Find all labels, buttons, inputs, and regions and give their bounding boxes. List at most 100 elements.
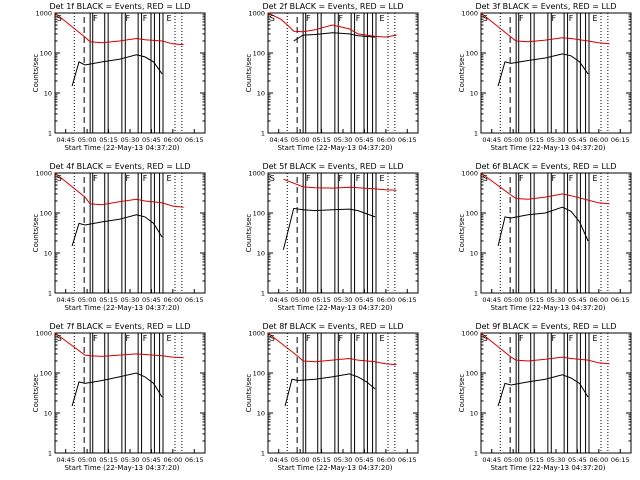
segment-marker: S	[483, 14, 488, 23]
y-tick-label: 10	[44, 90, 52, 98]
x-tick-label: 05:45	[568, 136, 587, 144]
x-tick-label: 04:45	[56, 456, 75, 464]
segment-marker: F	[93, 334, 98, 343]
segment-marker: S	[57, 334, 62, 343]
x-axis-label: Start Time (22-May-13 04:37:20)	[490, 464, 605, 472]
chart-panel: Det 1f BLACK = Events, RED = LLD 1 10 100 10…	[32, 2, 206, 152]
x-tick-label: 05:00	[504, 136, 523, 144]
events-series-line	[497, 53, 589, 87]
y-axis-label: Counts/sec	[458, 214, 466, 253]
segment-marker: S	[57, 14, 62, 23]
x-tick-label: 05:00	[291, 456, 310, 464]
y-axis-label: Counts/sec	[32, 54, 40, 93]
lld-series-line	[480, 12, 610, 45]
y-tick-label: 1	[48, 290, 52, 298]
x-tick-label: 05:45	[355, 136, 374, 144]
segment-marker: F	[143, 14, 148, 23]
x-tick-label: 06:15	[398, 456, 417, 464]
chart-panel: Det 5f BLACK = Events, RED = LLD 1 10 100 10…	[245, 162, 419, 312]
y-tick-label: 1000	[35, 330, 52, 338]
x-tick-label: 05:00	[291, 136, 310, 144]
x-tick-label: 05:45	[142, 296, 161, 304]
x-tick-label: 06:15	[398, 136, 417, 144]
segment-marker: F	[306, 174, 311, 183]
x-tick-label: 04:45	[269, 456, 288, 464]
segment-marker: F	[519, 174, 524, 183]
x-axis-label: Start Time (22-May-13 04:37:20)	[277, 304, 392, 312]
segment-marker: S	[270, 14, 275, 23]
segment-marker: F	[356, 334, 361, 343]
x-tick-label: 05:30	[121, 296, 140, 304]
segment-marker: F	[143, 334, 148, 343]
segment-marker: F	[519, 334, 524, 343]
x-axis-label: Start Time (22-May-13 04:37:20)	[490, 144, 605, 152]
x-axis-label: Start Time (22-May-13 04:37:20)	[277, 144, 392, 152]
x-axis-label: Start Time (22-May-13 04:37:20)	[277, 464, 392, 472]
x-tick-label: 05:30	[547, 136, 566, 144]
x-tick-label: 05:15	[99, 456, 118, 464]
y-tick-label: 1	[48, 130, 52, 138]
segment-marker: E	[379, 334, 384, 343]
x-tick-label: 06:15	[398, 296, 417, 304]
segment-marker: E	[166, 334, 171, 343]
x-axis-label: Start Time (22-May-13 04:37:20)	[64, 144, 179, 152]
y-tick-label: 1	[261, 450, 265, 458]
segment-marker: F	[569, 14, 574, 23]
x-tick-label: 06:00	[589, 296, 608, 304]
x-tick-label: 06:00	[376, 456, 395, 464]
x-tick-label: 06:00	[376, 136, 395, 144]
x-tick-label: 05:00	[78, 136, 97, 144]
chart-title: Det 1f BLACK = Events, RED = LLD	[49, 2, 190, 11]
x-tick-label: 05:00	[78, 456, 97, 464]
y-tick-label: 1000	[248, 170, 265, 178]
y-tick-label: 1	[474, 130, 478, 138]
y-axis-label: Counts/sec	[245, 374, 253, 413]
x-axis-label: Start Time (22-May-13 04:37:20)	[64, 304, 179, 312]
chart-title: Det 9f BLACK = Events, RED = LLD	[475, 322, 616, 331]
lld-series-line	[267, 332, 397, 366]
y-tick-label: 1	[48, 450, 52, 458]
lld-series-line	[480, 172, 610, 205]
y-tick-label: 10	[470, 250, 478, 258]
y-tick-label: 1000	[461, 330, 478, 338]
segment-marker: S	[270, 334, 275, 343]
x-tick-label: 05:30	[334, 136, 353, 144]
y-tick-label: 1	[474, 450, 478, 458]
segment-marker: E	[592, 174, 597, 183]
events-series-line	[497, 206, 589, 247]
x-tick-label: 05:30	[547, 456, 566, 464]
x-tick-label: 06:15	[611, 296, 630, 304]
y-axis-label: Counts/sec	[32, 214, 40, 253]
x-tick-label: 06:15	[611, 136, 630, 144]
segment-marker: F	[339, 334, 344, 343]
segment-marker: S	[483, 334, 488, 343]
segment-marker: F	[93, 14, 98, 23]
y-tick-label: 100	[253, 210, 265, 218]
x-tick-label: 05:45	[355, 456, 374, 464]
y-tick-label: 1000	[35, 10, 52, 18]
y-axis-label: Counts/sec	[458, 374, 466, 413]
x-tick-label: 06:00	[376, 296, 395, 304]
plot-frame	[267, 172, 419, 294]
segment-marker: E	[379, 174, 384, 183]
x-tick-label: 05:15	[99, 136, 118, 144]
x-tick-label: 06:15	[611, 456, 630, 464]
x-tick-label: 05:15	[525, 296, 544, 304]
x-tick-label: 05:30	[121, 456, 140, 464]
y-tick-label: 10	[257, 250, 265, 258]
plot-frame	[480, 172, 632, 294]
plot-frame	[54, 332, 206, 454]
segment-marker: F	[339, 174, 344, 183]
x-tick-label: 04:45	[482, 456, 501, 464]
segment-marker: F	[569, 174, 574, 183]
x-tick-label: 05:15	[525, 136, 544, 144]
x-tick-label: 06:00	[163, 456, 182, 464]
y-tick-label: 10	[470, 410, 478, 418]
segment-marker: F	[339, 14, 344, 23]
x-axis-label: Start Time (22-May-13 04:37:20)	[64, 464, 179, 472]
x-tick-label: 06:00	[163, 296, 182, 304]
x-axis-label: Start Time (22-May-13 04:37:20)	[490, 304, 605, 312]
y-tick-label: 1000	[35, 170, 52, 178]
chart-panel: Det 8f BLACK = Events, RED = LLD 1 10 100 10…	[245, 322, 419, 472]
